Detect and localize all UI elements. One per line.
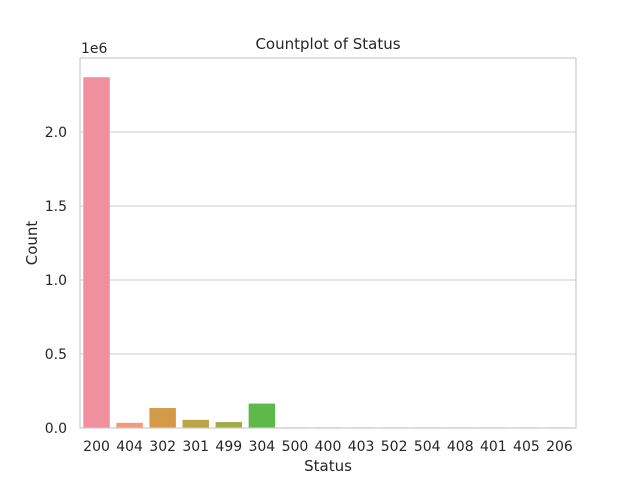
bar-status-404 (116, 422, 143, 428)
y-tick-label: 0.0 (45, 421, 67, 437)
x-tick-label: 408 (447, 439, 474, 455)
x-tick-label: 304 (248, 439, 275, 455)
y-axis-label: Count (23, 221, 41, 266)
grid-lines (80, 131, 576, 355)
x-tick-label: 206 (546, 439, 573, 455)
y-tick-labels: 0.0 0.5 1.0 1.5 2.0 (45, 125, 67, 437)
x-tick-labels: 200 404 302 301 499 304 500 400 403 502 504 408 401 4… (83, 439, 573, 455)
y-tick-label: 0.5 (45, 347, 67, 363)
x-tick-label: 200 (83, 439, 110, 455)
x-tick-label: 504 (414, 439, 441, 455)
plot-background (80, 58, 576, 428)
x-tick-label: 302 (149, 439, 176, 455)
x-tick-label: 301 (182, 439, 209, 455)
x-tick-label: 400 (315, 439, 342, 455)
plot-frame (79, 57, 577, 429)
bar-status-301 (182, 419, 209, 428)
y-tick-label: 2.0 (45, 125, 67, 141)
x-tick-label: 500 (282, 439, 309, 455)
x-tick-label: 405 (513, 439, 540, 455)
x-tick-label: 404 (116, 439, 143, 455)
x-tick-label: 403 (348, 439, 375, 455)
x-axis-label: Status (304, 457, 352, 475)
bar-status-200 (83, 77, 110, 429)
y-tick-label: 1.0 (45, 273, 67, 289)
x-tick-label: 499 (215, 439, 242, 455)
x-tick-label: 502 (381, 439, 408, 455)
bar-status-499 (215, 422, 243, 428)
bars (83, 77, 573, 429)
bar-status-304 (248, 403, 276, 428)
x-tick-label: 401 (480, 439, 507, 455)
chart-title: Countplot of Status (255, 35, 400, 53)
y-tick-label: 1.5 (45, 199, 67, 215)
bar-status-302 (149, 408, 176, 428)
y-scale-label: 1e6 (81, 41, 108, 57)
